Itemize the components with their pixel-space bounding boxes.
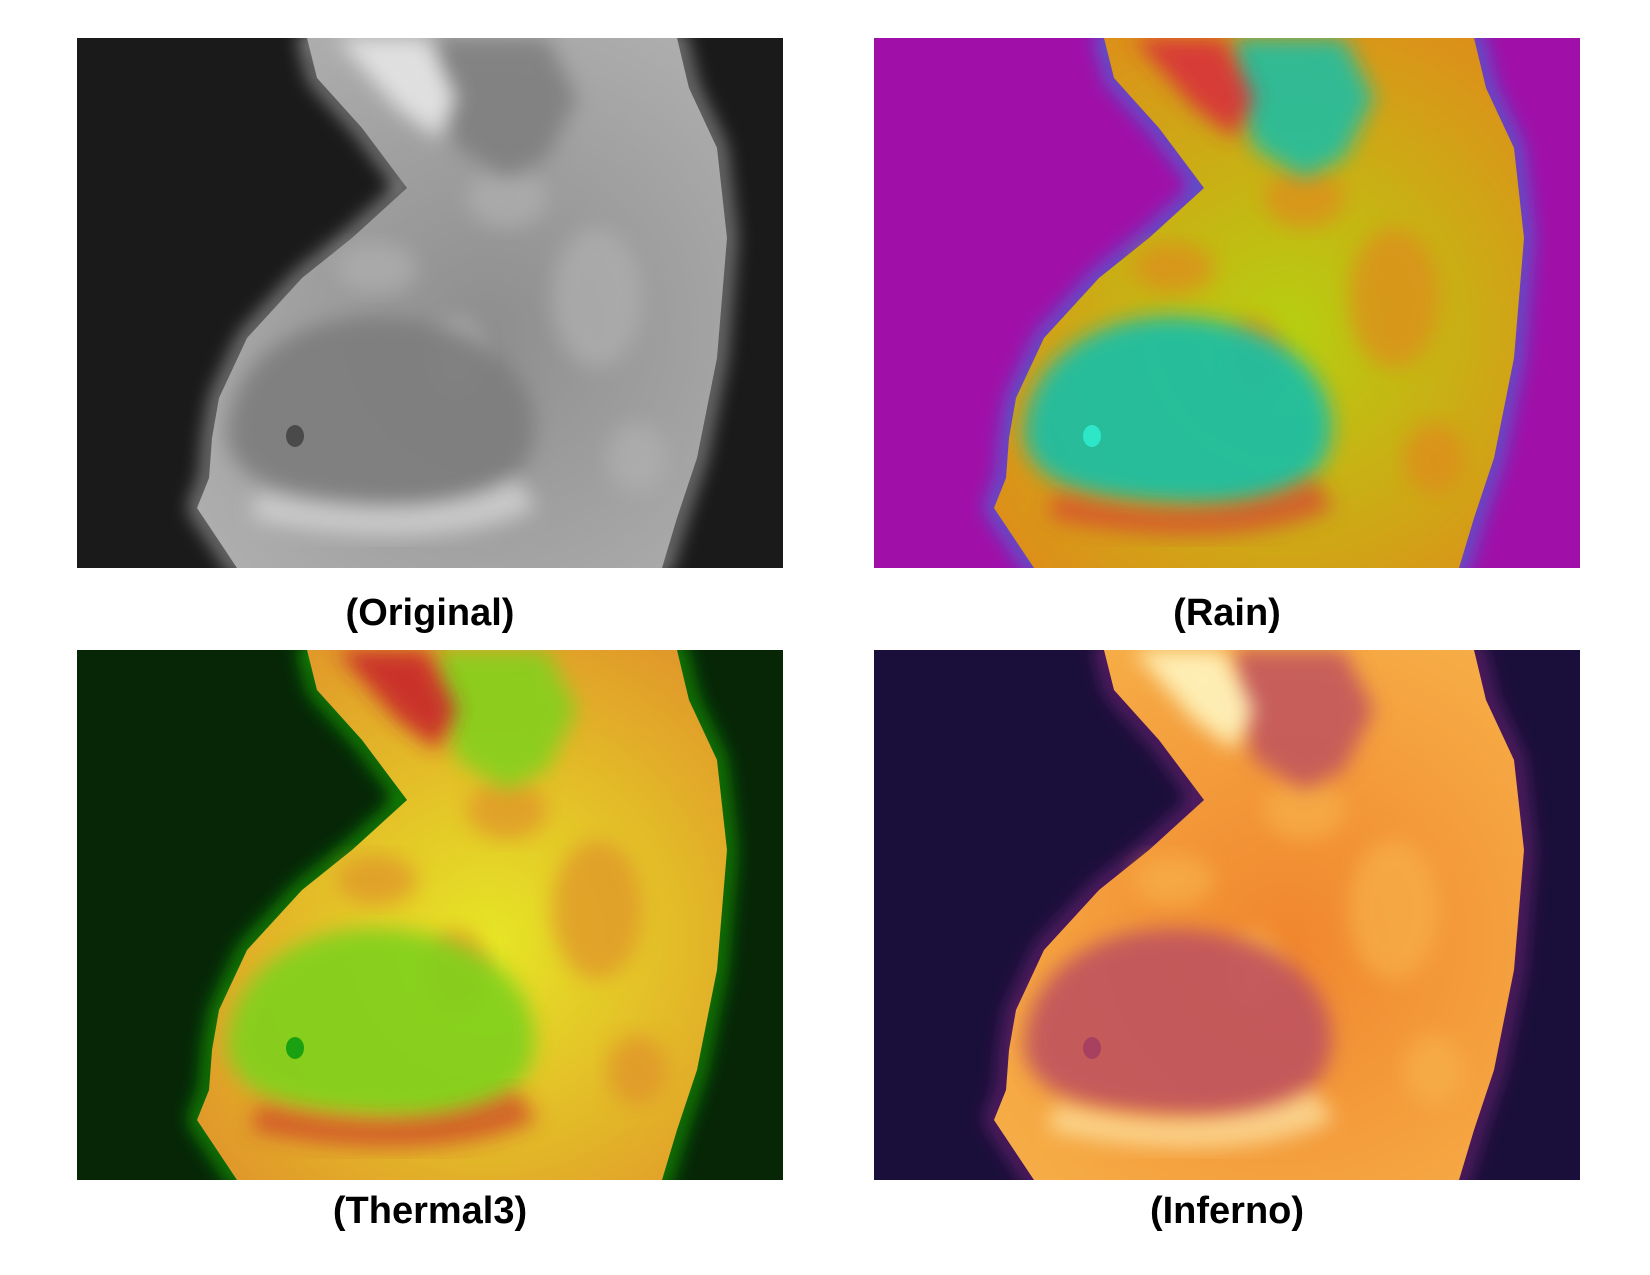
caption-original: (Original) [345,592,515,634]
warm-spot [1349,228,1439,368]
nipple-spot [286,425,304,447]
upper-arm-region [437,650,577,790]
rain-image-graphic [874,38,1580,568]
thermal-image-inferno [874,650,1580,1180]
warm-spot [1264,168,1344,228]
axilla-hot-region [1134,650,1254,750]
warm-spot [467,168,547,228]
inframammary-fold [252,1090,537,1148]
warm-spot [1404,423,1464,493]
upper-arm-region [437,38,577,178]
warm-spot [337,243,417,293]
thermal-image-thermal3 [77,650,783,1180]
upper-arm-region [1234,650,1374,790]
nipple-spot [1083,1037,1101,1059]
thermal-image-rain [874,38,1580,568]
nipple-spot [286,1037,304,1059]
nipple-spot [1083,425,1101,447]
axilla-hot-region [337,650,457,750]
warm-spot [467,780,547,840]
breast-region [227,928,535,1116]
axilla-hot-region [1134,38,1254,138]
inferno-image-graphic [874,650,1580,1180]
inframammary-fold [1049,1090,1334,1148]
inframammary-fold [1049,478,1334,536]
inframammary-fold [252,478,537,536]
warm-spot [607,1035,667,1105]
warm-spot [552,228,642,368]
thermal-image-original [77,38,783,568]
warm-spot [1134,855,1214,905]
breast-region [1024,928,1332,1116]
warm-spot [1349,840,1439,980]
breast-region [227,316,535,504]
caption-rain: (Rain) [1173,592,1281,634]
axilla-hot-region [337,38,457,138]
warm-spot [552,840,642,980]
caption-inferno: (Inferno) [1149,1190,1305,1232]
warm-spot [1134,243,1214,293]
warm-spot [607,423,667,493]
caption-thermal3: (Thermal3) [332,1190,528,1232]
warm-spot [337,855,417,905]
warm-spot [1404,1035,1464,1105]
upper-arm-region [1234,38,1374,178]
original-image-graphic [77,38,783,568]
warm-spot [1264,780,1344,840]
thermal3-image-graphic [77,650,783,1180]
breast-region [1024,316,1332,504]
